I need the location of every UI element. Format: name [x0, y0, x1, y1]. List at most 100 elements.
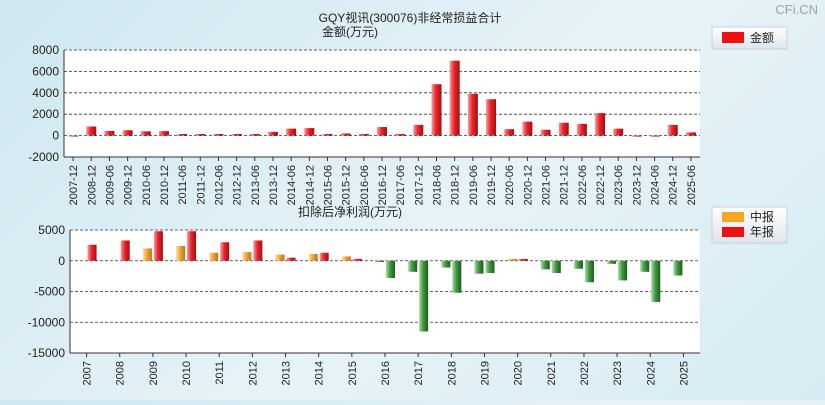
bar-value: [140, 131, 151, 136]
bar-年报: [153, 231, 163, 261]
bar-value: [467, 93, 478, 136]
x-tick-label: 2011: [214, 361, 226, 385]
bar-value: [667, 124, 678, 136]
legend-label-amount: 金额: [750, 30, 774, 45]
x-tick-label: 2014-06: [286, 165, 298, 205]
y-tick-label: -15000: [28, 346, 66, 360]
x-tick-label: 2009-06: [104, 165, 116, 205]
bar-value: [195, 133, 206, 136]
bar-value: [86, 126, 97, 136]
legend-swatch-annual: [722, 227, 744, 237]
x-tick-label: 2019-12: [486, 165, 498, 205]
bar-value: [685, 132, 696, 136]
bar-value: [249, 133, 260, 136]
bar-value: [304, 128, 315, 136]
x-tick-label: 2024-12: [668, 165, 680, 205]
bar-年报: [551, 260, 561, 274]
x-tick-label: 2010-06: [141, 165, 153, 205]
bar-value: [158, 131, 169, 136]
x-tick-label: 2018-12: [450, 165, 462, 205]
bar-value: [340, 133, 351, 136]
bar-value: [267, 131, 278, 136]
bar-value: [395, 133, 406, 136]
bar-value: [449, 60, 460, 136]
bar-年报: [584, 260, 594, 283]
bar-value: [558, 122, 569, 136]
x-tick-label: 2014-12: [304, 165, 316, 205]
x-tick-label: 2018: [446, 361, 458, 385]
bar-年报: [419, 260, 429, 332]
bar-中报: [673, 260, 683, 276]
legend-swatch-interim: [722, 212, 744, 222]
bar-年报: [651, 260, 661, 302]
x-tick-label: 2016-12: [377, 165, 389, 205]
y-tick-label: 8000: [32, 43, 59, 57]
x-tick-label: 2021-12: [559, 165, 571, 205]
bar-年报: [485, 260, 495, 274]
x-tick-label: 2020-12: [522, 165, 534, 205]
bar-年报: [87, 244, 97, 261]
bar-中报: [474, 260, 484, 274]
bar-中报: [573, 260, 583, 269]
bar-value: [613, 128, 624, 136]
x-tick-label: 2013-06: [250, 165, 262, 205]
x-tick-label: 2017: [413, 361, 425, 385]
chart2-title: 扣除后净利润(万元): [298, 204, 402, 219]
y-tick-label: 0: [52, 129, 59, 143]
chart2-legend: 中报 年报: [711, 206, 788, 244]
x-tick-label: 2022-12: [595, 165, 607, 205]
bar-年报: [319, 252, 329, 261]
y-tick-label: 0: [58, 254, 65, 268]
x-tick-label: 2009-12: [123, 165, 135, 205]
bar-中报: [375, 260, 384, 262]
bar-value: [522, 121, 533, 136]
x-tick-label: 2014: [314, 361, 326, 385]
x-tick-label: 2017-12: [413, 165, 425, 205]
y-tick-label: -5000: [34, 285, 65, 299]
bar-年报: [253, 240, 263, 261]
bar-中报: [607, 260, 617, 264]
x-tick-label: 2011-06: [177, 165, 189, 205]
y-tick-label: 4000: [32, 86, 59, 100]
x-tick-label: 2007: [82, 361, 94, 385]
bar-value: [631, 135, 642, 137]
x-tick-label: 2020-06: [504, 165, 516, 205]
bar-value: [486, 99, 497, 136]
x-tick-label: 2025-06: [686, 165, 698, 205]
x-tick-label: 2008-12: [86, 165, 98, 205]
x-tick-label: 2023: [612, 361, 624, 385]
watermark: CFi.CN: [775, 2, 818, 17]
x-tick-label: 2016: [380, 361, 392, 385]
bar-年报: [352, 258, 362, 261]
bar-value: [413, 124, 424, 136]
bar-value: [358, 133, 369, 136]
bar-value: [68, 135, 79, 137]
bar-value: [122, 130, 133, 136]
legend-swatch-amount: [722, 32, 744, 43]
x-tick-label: 2024-06: [650, 165, 662, 205]
chart1-legend: 金额: [711, 26, 788, 50]
x-tick-label: 2009: [148, 361, 160, 385]
chart2-plot: 5000 0 -5000 -10000 -15000 2007 2008 2009 2010 20…: [28, 223, 700, 385]
bar-中报: [242, 252, 252, 261]
plot-area: [64, 50, 700, 157]
x-tick-label: 2021: [546, 361, 558, 385]
bar-年报: [452, 260, 462, 293]
x-tick-label: 2015-06: [322, 165, 334, 205]
y-tick-label: -2000: [28, 150, 59, 164]
bar-年报: [386, 260, 395, 278]
x-tick-label: 2012: [247, 361, 259, 385]
bar-value: [322, 133, 333, 136]
x-tick-label: 2024: [645, 361, 657, 385]
bar-value: [431, 84, 442, 136]
bar-中报: [341, 256, 351, 261]
bar-中报: [540, 260, 550, 270]
bar-value: [576, 123, 587, 136]
bar-value: [649, 135, 660, 137]
x-tick-label: 2013-12: [268, 165, 280, 205]
x-tick-label: 2015-12: [341, 165, 353, 205]
bar-年报: [518, 258, 528, 261]
y-tick-label: -10000: [28, 315, 66, 329]
